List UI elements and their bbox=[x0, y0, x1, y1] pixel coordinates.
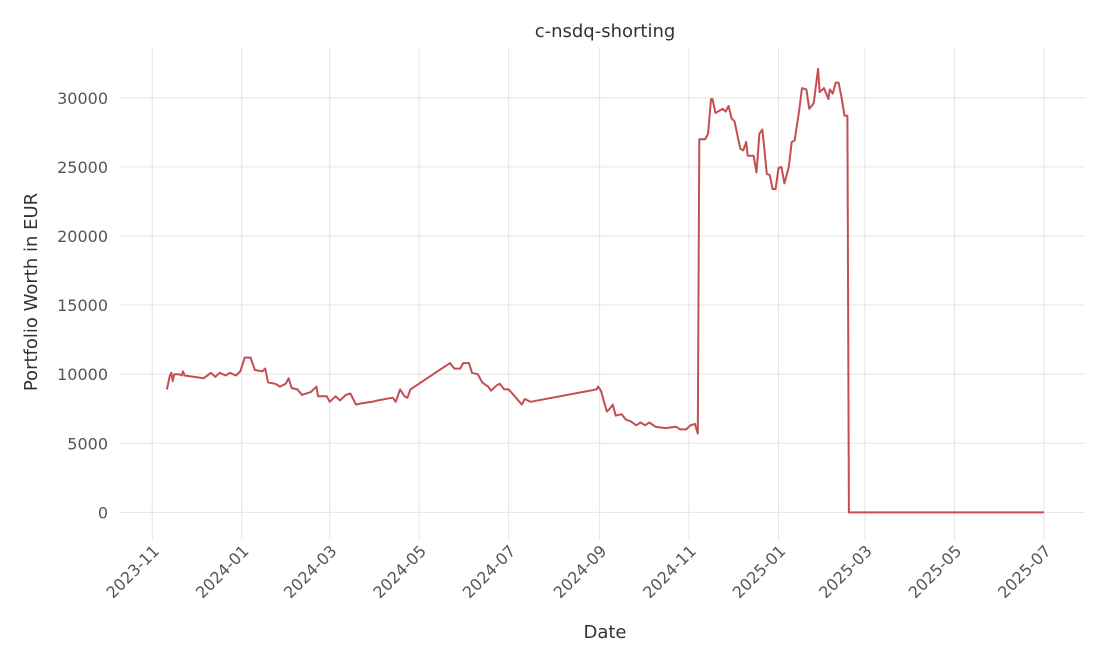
series-line bbox=[165, 67, 1044, 514]
x-tick-label: 2025-07 bbox=[994, 541, 1055, 602]
x-axis-label: Date bbox=[583, 622, 626, 643]
x-tick-label: 2025-03 bbox=[815, 541, 876, 602]
x-tick-label: 2024-11 bbox=[639, 541, 700, 602]
x-tick-label: 2023-11 bbox=[102, 541, 163, 602]
x-tick-label: 2024-07 bbox=[459, 541, 520, 602]
x-tick-label: 2024-01 bbox=[192, 541, 253, 602]
x-tick-label: 2024-03 bbox=[280, 541, 341, 602]
chart-title: c-nsdq-shorting bbox=[535, 21, 676, 42]
y-tick-label: 15000 bbox=[57, 296, 108, 315]
y-tick-label: 20000 bbox=[57, 227, 108, 246]
y-tick-label: 0 bbox=[98, 503, 108, 522]
y-tick-label: 25000 bbox=[57, 158, 108, 177]
x-tick-label: 2024-09 bbox=[550, 541, 611, 602]
y-axis-label: Portfolio Worth in EUR bbox=[21, 193, 42, 391]
x-tick-label: 2025-05 bbox=[905, 541, 966, 602]
y-tick-label: 30000 bbox=[57, 89, 108, 108]
x-tick-label: 2024-05 bbox=[369, 541, 430, 602]
x-tick-label: 2025-01 bbox=[729, 541, 790, 602]
y-tick-label: 10000 bbox=[57, 365, 108, 384]
y-tick-label: 5000 bbox=[67, 434, 108, 453]
